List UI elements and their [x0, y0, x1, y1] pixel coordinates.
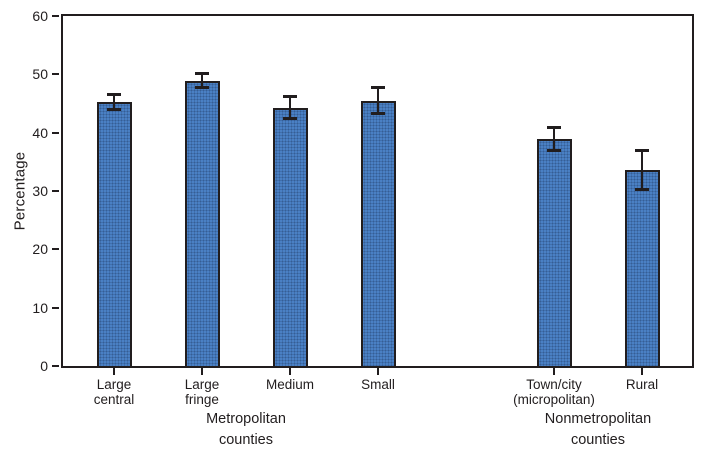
x-axis-tick-label: Small [308, 377, 448, 392]
y-axis-tick [52, 131, 59, 134]
y-axis-tick [52, 365, 59, 367]
label-line: counties [570, 432, 625, 448]
bar [273, 107, 308, 366]
error-bar-line [641, 150, 643, 190]
error-bar-cap-bottom [635, 188, 649, 192]
label-line: Town/city [526, 377, 582, 392]
x-axis-group-label: Metropolitan counties [126, 409, 366, 451]
bar [97, 101, 132, 366]
error-bar-line [201, 74, 203, 88]
y-axis-tick [52, 73, 59, 76]
x-axis-tick [553, 368, 555, 375]
y-axis-tick [52, 190, 59, 192]
x-axis-tick [377, 368, 379, 375]
y-axis-tick [52, 15, 59, 17]
x-axis-tick-label: Large central [44, 377, 184, 407]
x-axis-tick-label: Large fringe [132, 377, 272, 407]
y-axis-tick [52, 248, 59, 251]
bar [361, 100, 396, 366]
error-bar-cap-bottom [547, 149, 561, 153]
label-line: fringe [185, 392, 219, 407]
y-axis-tick-label: 10 [32, 299, 48, 316]
y-axis-tick-label: 40 [32, 124, 48, 141]
label-line: counties [218, 432, 273, 448]
y-axis-tick-label: 50 [32, 66, 48, 83]
label-line: Rural [625, 377, 659, 392]
error-bar-cap-top [283, 95, 297, 99]
y-axis-tick-label: 30 [32, 183, 48, 199]
label-line: Large [96, 377, 132, 392]
error-bar-cap-top [635, 148, 649, 152]
error-bar-cap-bottom [195, 86, 209, 90]
x-axis-tick [113, 368, 115, 375]
y-axis-tick [52, 306, 59, 309]
error-bar-cap-top [107, 92, 121, 96]
error-bar-line [113, 94, 115, 109]
bar [537, 139, 572, 366]
error-bar-line [377, 87, 379, 114]
label-line: (micropolitan) [513, 392, 595, 407]
label-line: Metropolitan [206, 411, 286, 427]
label-line: Medium [265, 377, 314, 392]
bar [185, 80, 220, 366]
label-line: Nonmetropolitan [544, 411, 652, 427]
x-axis-group-label: Nonmetropolitan counties [478, 409, 712, 451]
label-line: Small [361, 377, 395, 392]
x-axis-tick-label: Town/city (micropolitan) [484, 377, 624, 407]
x-axis-tick-label: Rural [572, 377, 712, 392]
x-axis-tick [641, 368, 643, 375]
y-axis-tick-label: 60 [32, 8, 48, 24]
bar [625, 170, 660, 366]
error-bar-cap-top [371, 85, 385, 89]
error-bar-cap-top [195, 72, 209, 76]
y-axis-tick-label: 20 [32, 241, 48, 258]
error-bar-cap-top [547, 126, 561, 129]
error-bar-line [553, 128, 555, 151]
error-bar-cap-bottom [371, 112, 385, 116]
label-line: Large [184, 377, 220, 392]
error-bar-line [289, 97, 291, 119]
error-bar-cap-bottom [107, 107, 121, 111]
error-bar-cap-bottom [283, 117, 297, 121]
x-axis-tick [289, 368, 291, 375]
label-line: central [93, 392, 135, 407]
x-axis-tick [201, 368, 203, 375]
x-axis-tick-label: Medium [220, 377, 360, 392]
y-axis-tick-label: 0 [40, 358, 48, 374]
